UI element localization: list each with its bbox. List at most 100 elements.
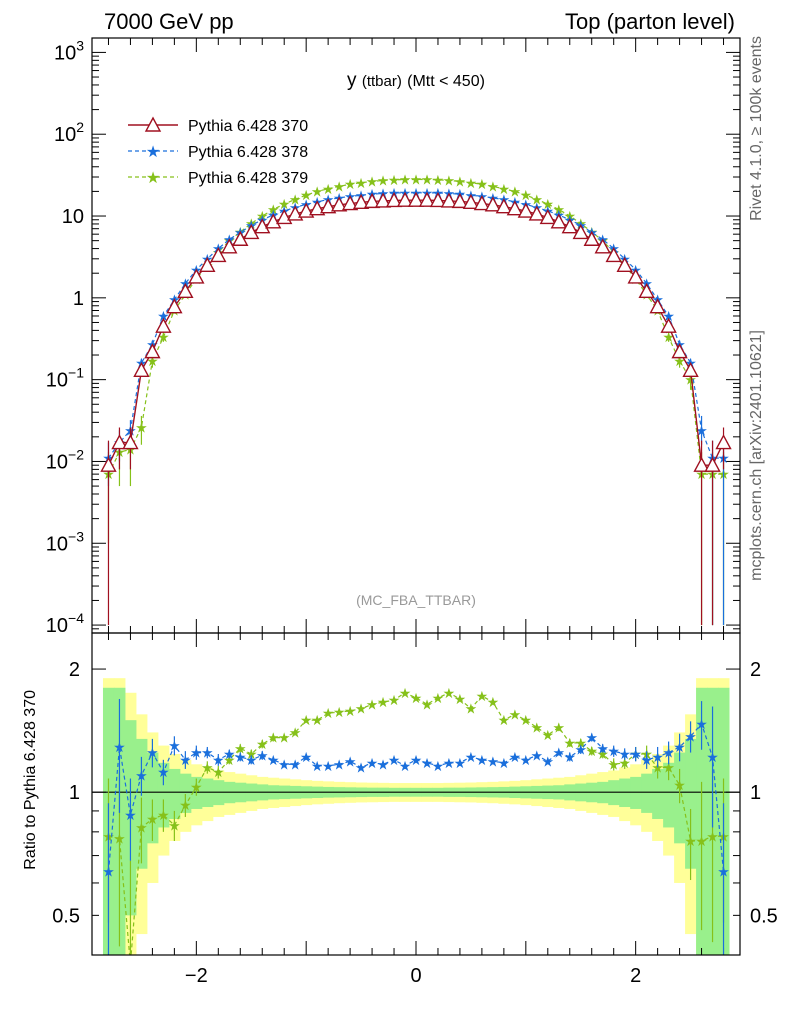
main-data-point [550,213,567,229]
main-data-point [440,192,458,208]
ratio-data-point: ★ [322,758,335,774]
ratio-data-point: ★ [552,719,565,735]
ratio-data-point: ★ [520,712,533,728]
main-data-point: ★ [520,187,533,203]
main-data-point [155,317,172,333]
main-data-point [363,192,381,209]
ratio-data-point: ★ [662,745,675,761]
main-data-point: ★ [454,173,467,189]
main-data-point: ★ [135,420,148,436]
header-energy: 7000 GeV pp [104,9,234,34]
ratio-band-green [157,762,170,828]
ratio-data-point: ★ [585,743,598,759]
main-y-tick-label: 10 [62,206,84,228]
ratio-band-green [168,768,181,820]
main-data-point [473,195,491,211]
main-series-layer: ★★★★★★★★★★★★★★★★★★★★★★★★★★★★★★★★★★★★★★★★… [100,171,732,626]
ratio-ticks [92,633,740,955]
ratio-data-point: ★ [212,752,225,768]
main-data-point: ★ [509,183,522,199]
ratio-data-point: ★ [410,752,423,768]
ratio-data-point: ★ [487,753,500,769]
ratio-data-point: ★ [421,755,434,771]
ratio-data-point: ★ [552,745,565,761]
main-data-point [352,193,370,210]
ratio-data-point: ★ [333,756,346,772]
ratio-band-green [630,776,642,809]
ratio-data-point: ★ [454,691,467,707]
main-data-point [616,256,633,272]
ratio-series-line [108,692,724,955]
main-data-point: ★ [256,208,269,224]
main-data-point: ★ [563,208,576,224]
main-data-point [210,246,227,263]
ratio-data-point: ★ [574,742,587,758]
main-data-point: ★ [388,172,401,188]
ratio-data-point: ★ [344,753,357,769]
main-data-point [188,268,205,284]
ratio-data-point: ★ [201,745,214,761]
ratio-data-point: ★ [596,740,609,756]
ratio-data-point: ★ [531,719,544,735]
ratio-data-point: ★ [124,956,137,972]
legend-label-378: Pythia 6.428 378 [188,144,308,161]
ratio-data-point: ★ [311,712,324,728]
main-title: y (ttbar) (Mtt < 450) [347,70,485,91]
ratio-data-point: ★ [190,745,203,761]
legend: Pythia 6.428 370 ★ Pythia 6.428 378 ★ Py… [128,116,308,187]
title-small: (ttbar) [362,73,402,90]
main-data-point [715,434,732,450]
ratio-data-point: ★ [509,749,522,765]
main-data-point [539,208,556,225]
ratio-data-point: ★ [509,706,522,722]
main-data-point: ★ [322,181,335,197]
ratio-data-point: ★ [443,685,456,701]
ratio-y-tick-label-right: 1 [750,782,761,804]
ratio-data-point: ★ [673,739,686,755]
ratio-band-green [652,768,664,820]
ratio-data-point: ★ [432,690,445,706]
main-data-point: ★ [289,191,302,207]
ratio-data-point: ★ [146,745,159,761]
ratio-data-point: ★ [706,749,719,765]
ratio-data-point: ★ [311,758,324,774]
legend-entry-378: ★ Pythia 6.428 378 [128,144,308,161]
ratio-data-point: ★ [520,752,533,768]
ratio-y-tick-label: 0.5 [52,905,80,927]
ratio-data-point: ★ [465,749,478,765]
ratio-data-point: ★ [673,777,686,793]
main-data-point [374,192,392,208]
main-data-point [682,361,699,378]
ratio-data-point: ★ [355,759,368,775]
ratio-data-point: ★ [607,756,620,772]
main-data-point: ★ [278,196,291,212]
ratio-data-point: ★ [366,755,379,771]
main-data-point [166,298,183,314]
ratio-data-point: ★ [454,755,467,771]
main-data-point: ★ [399,172,412,188]
main-series-0 [100,191,732,626]
ratio-data-point: ★ [421,696,434,712]
header-process: Top (parton level) [565,9,735,34]
main-series-line [107,178,724,475]
legend-label-370: Pythia 6.428 370 [188,118,308,135]
main-data-point [221,238,238,254]
ratio-band-green [641,773,653,813]
ratio-y-tick-label-right: 0.5 [750,905,778,927]
main-data-point [660,317,677,333]
main-y-tick-label: 10−4 [46,610,84,637]
ratio-data-point: ★ [168,738,181,754]
main-data-point [319,198,337,214]
ratio-data-point: ★ [377,694,390,710]
main-data-point [517,202,535,218]
ratio-y-tick-label: 2 [69,659,80,681]
ratio-data-point: ★ [542,727,555,743]
main-y-tick-label: 10−1 [46,365,84,392]
main-data-point [308,200,326,216]
main-data-point: ★ [377,172,390,188]
main-data-point [528,205,545,221]
main-data-point [605,246,622,263]
ratio-data-point: ★ [256,736,269,752]
ratio-data-point: ★ [410,690,423,706]
